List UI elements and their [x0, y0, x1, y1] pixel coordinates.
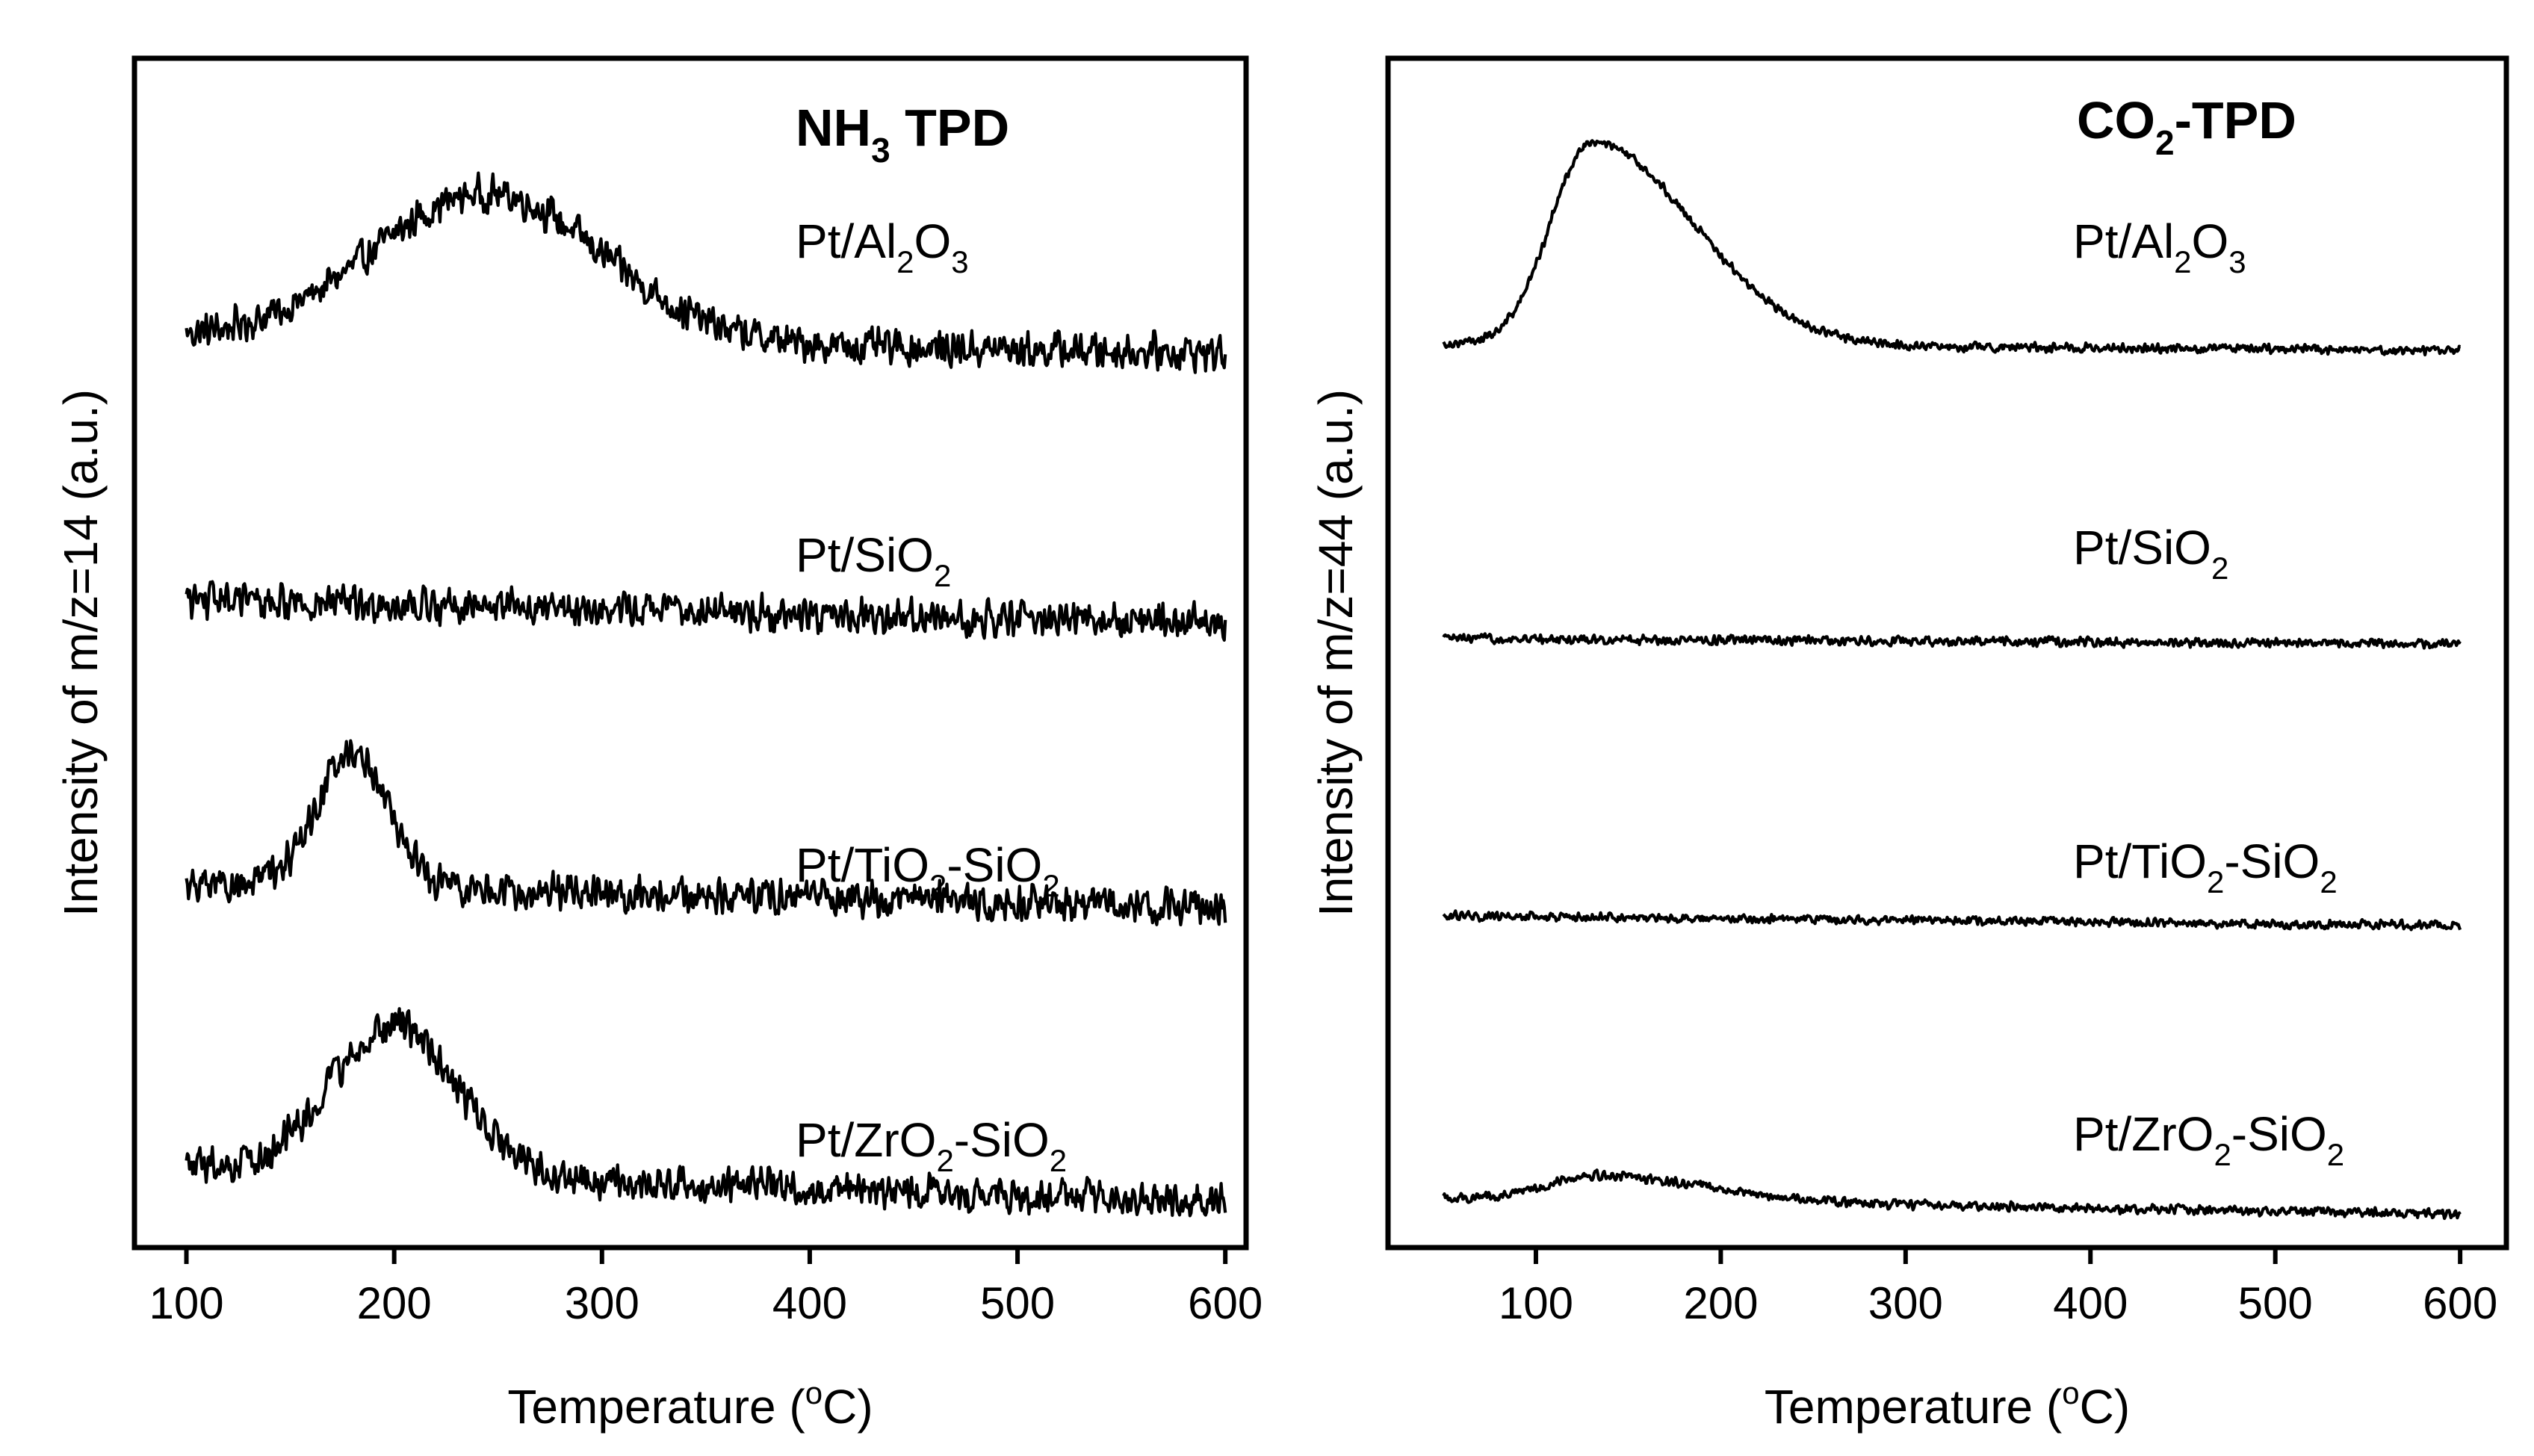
nh3-tpd-series-line-2 — [185, 739, 1227, 926]
nh3-tpd-x-tick-label: 600 — [1188, 1278, 1263, 1328]
nh3-tpd-series-line-0 — [185, 171, 1227, 374]
co2-tpd-x-tick-label: 600 — [2423, 1278, 2497, 1328]
nh3-tpd-x-tick-label: 500 — [980, 1278, 1055, 1328]
co2-tpd-panel: 100 200 300 400 500 600 Temperature (oC) Intens… — [1309, 55, 2509, 1434]
co2-tpd-x-tick-label: 200 — [1683, 1278, 1758, 1328]
co2-tpd-series-label-3: Pt/ZrO2-SiO2 — [2073, 1107, 2344, 1172]
co2-tpd-y-axis-label: Intensity of m/z=44 (a.u.) — [1309, 389, 1363, 917]
co2-tpd-x-axis-label: Temperature (oC) — [1765, 1375, 2130, 1434]
nh3-tpd-x-tick-label: 400 — [772, 1278, 847, 1328]
nh3-tpd-plot-frame — [131, 55, 1249, 1251]
co2-tpd-x-tick-label: 300 — [1868, 1278, 1943, 1328]
co2-tpd-series-label-2: Pt/TiO2-SiO2 — [2073, 834, 2338, 899]
co2-tpd-series-line-3 — [1442, 1168, 2462, 1221]
co2-tpd-series-label-1: Pt/SiO2 — [2073, 521, 2228, 586]
nh3-tpd-title: NH3 TPD — [796, 99, 1009, 170]
co2-tpd-series-line-2 — [1442, 909, 2462, 932]
co2-tpd-series-label-0: Pt/Al2O3 — [2073, 214, 2246, 279]
nh3-tpd-y-axis-label: Intensity of m/z=14 (a.u.) — [54, 389, 108, 917]
nh3-tpd-x-tick-label: 300 — [565, 1278, 639, 1328]
co2-tpd-x-tick-label: 400 — [2053, 1278, 2128, 1328]
nh3-tpd-series-line-3 — [185, 1007, 1227, 1218]
nh3-tpd-x-axis-label: Temperature (oC) — [507, 1375, 873, 1434]
co2-tpd-x-tick-label: 500 — [2238, 1278, 2313, 1328]
co2-tpd-series-line-0 — [1442, 139, 2462, 357]
co2-tpd-series-line-1 — [1442, 632, 2462, 650]
nh3-tpd-x-tick-label: 200 — [357, 1278, 432, 1328]
nh3-tpd-series-label-0: Pt/Al2O3 — [796, 214, 969, 279]
nh3-tpd-panel: 100 200 300 400 500 600 Temperature (oC) Intens… — [54, 55, 1263, 1434]
co2-tpd-x-tick-label: 100 — [1499, 1278, 1573, 1328]
nh3-tpd-series-line-1 — [185, 580, 1227, 642]
nh3-tpd-series-label-3: Pt/ZrO2-SiO2 — [796, 1113, 1067, 1178]
nh3-tpd-x-tick-label: 100 — [149, 1278, 223, 1328]
nh3-tpd-series-label-1: Pt/SiO2 — [796, 528, 951, 593]
co2-tpd-title: CO2-TPD — [2077, 91, 2296, 162]
co2-tpd-plot-frame — [1385, 55, 2509, 1251]
nh3-tpd-series-label-2: Pt/TiO2-SiO2 — [796, 838, 1060, 903]
